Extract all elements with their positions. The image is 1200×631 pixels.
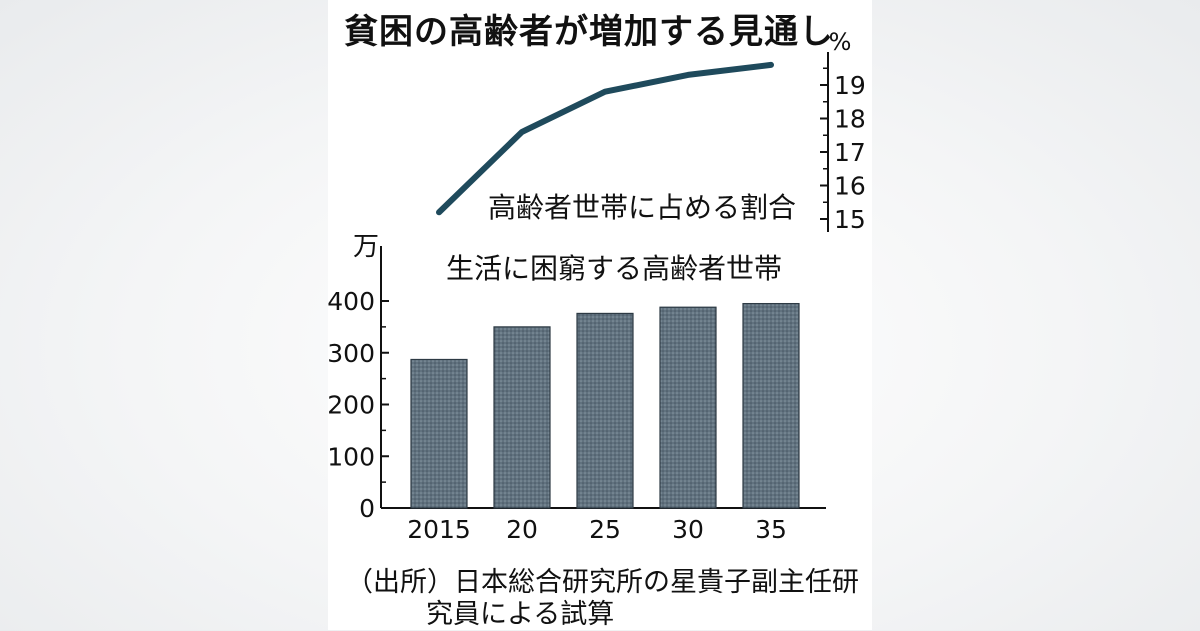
bar-y-tick-label: 300 (328, 339, 375, 368)
bar-x-tick-label: 25 (589, 515, 621, 544)
chart-canvas: % 15 16 17 18 19 高齢者世帯に占める割合 万 0 100 200 300 400 201… (328, 28, 866, 544)
line-chart: % 15 16 17 18 19 高齢者世帯に占める割合 (436, 28, 866, 234)
line-series-label: 高齢者世帯に占める割合 (488, 191, 796, 224)
bar-y-tick-label: 400 (328, 287, 375, 316)
bar-y-tick-label: 0 (359, 494, 375, 523)
chart-panel: 貧困の高齢者が増加する見通し % 15 16 17 18 19 高齢者世帯に占める割合 万 0… (328, 0, 872, 630)
line-y-tick-label: 19 (834, 71, 866, 100)
bar-x-tick-label: 30 (672, 515, 704, 544)
line-y-tick-label: 15 (834, 205, 866, 234)
bar-y-tick-label: 200 (328, 391, 375, 420)
bar-x-tick-label: 35 (755, 515, 787, 544)
line-y-tick-label: 16 (834, 172, 866, 201)
bar-y-tick-label: 100 (328, 442, 375, 471)
bar-25 (576, 312, 634, 509)
source-note-line2: 究員による試算 (426, 599, 615, 630)
line-y-tick-label: 17 (834, 138, 866, 167)
bar-x-tick-label: 2015 (407, 515, 471, 544)
bar-series-label: 生活に困窮する高齢者世帯 (446, 252, 782, 285)
bar-2015 (410, 358, 468, 509)
bar-35 (742, 302, 800, 509)
chart-title: 貧困の高齢者が増加する見通し (344, 12, 834, 52)
bar-x-tick-label: 20 (506, 515, 538, 544)
bar-chart: 万 0 100 200 300 400 2015 20 25 30 35 生活に困窮する高齢者世帯 (328, 232, 826, 544)
line-unit-label: % (829, 28, 852, 56)
line-y-tick-label: 18 (834, 105, 866, 134)
source-note-line1: （出所）日本総合研究所の星貴子副主任研 (346, 567, 859, 598)
bar-20 (493, 326, 551, 509)
line-series (436, 61, 774, 216)
bar-unit-label: 万 (353, 232, 379, 262)
bar-30 (659, 306, 717, 509)
